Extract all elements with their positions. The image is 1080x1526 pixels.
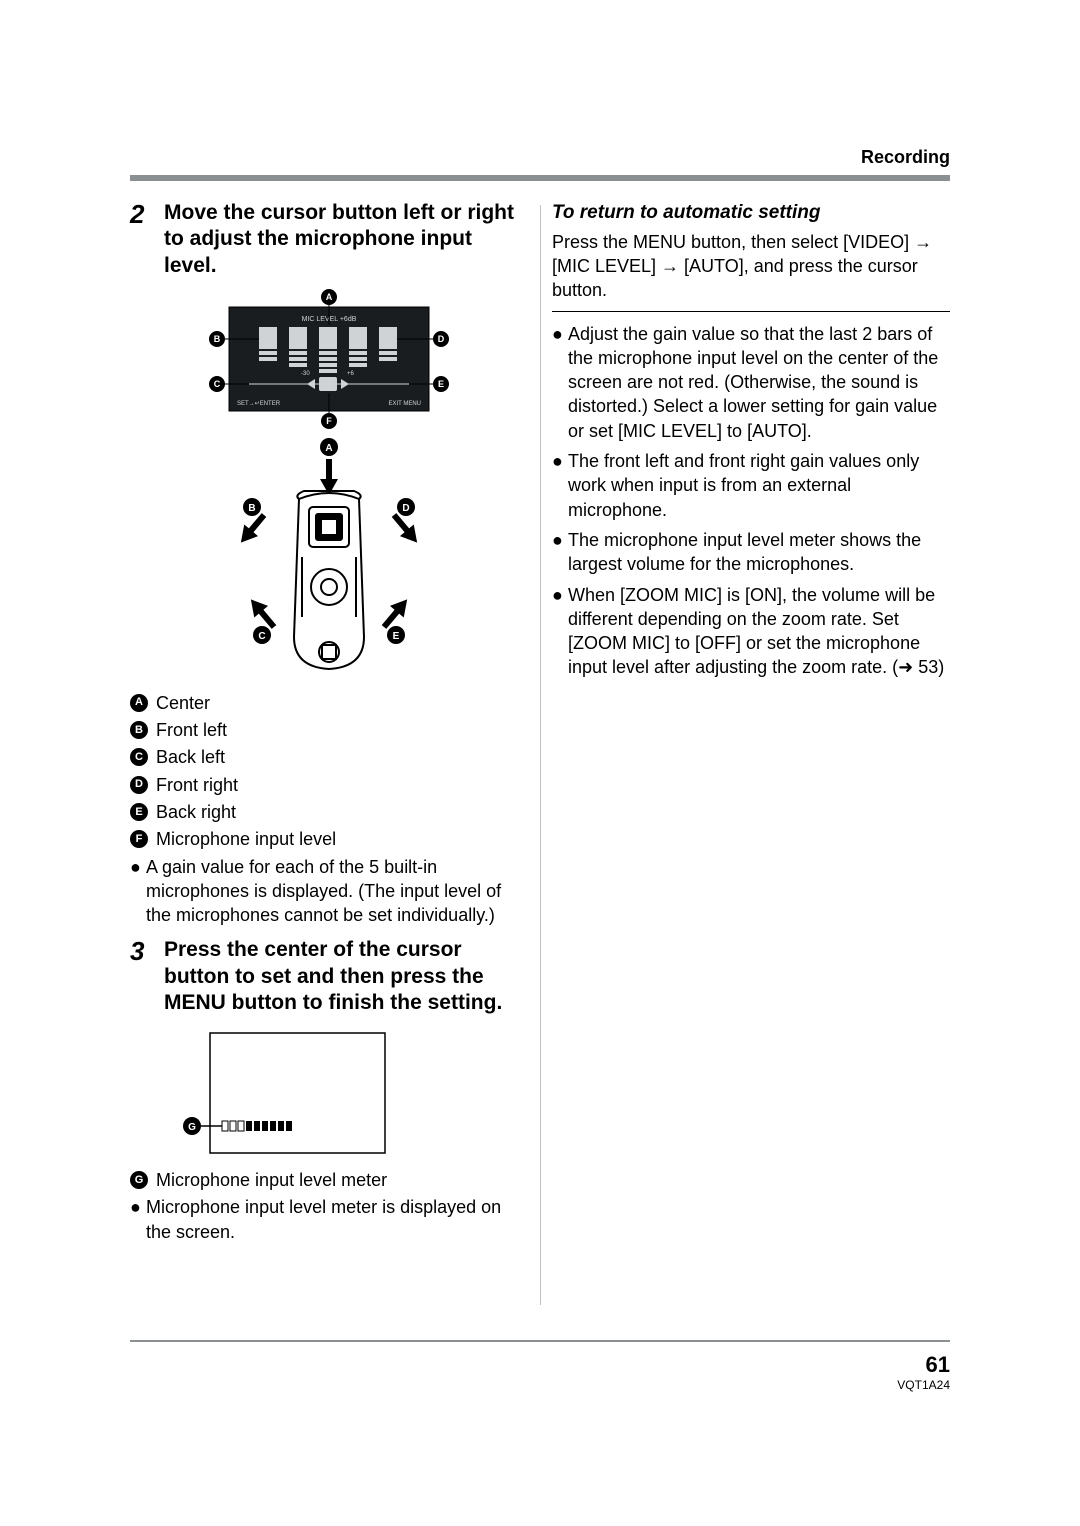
thin-rule bbox=[552, 311, 950, 312]
legend-d-label: Front right bbox=[156, 773, 238, 797]
section-header: Recording bbox=[861, 145, 950, 169]
legend-b-icon: B bbox=[130, 721, 148, 739]
legend-f-label: Microphone input level bbox=[156, 827, 336, 851]
legend-a-label: Center bbox=[156, 691, 210, 715]
tip-1: ●Adjust the gain value so that the last … bbox=[552, 322, 950, 443]
step-3-text: Press the center of the cursor button to… bbox=[164, 937, 528, 1016]
legend-g-label: Microphone input level meter bbox=[156, 1168, 387, 1192]
step-3-number: 3 bbox=[130, 937, 152, 966]
note-meter: ●Microphone input level meter is display… bbox=[130, 1195, 528, 1244]
legend-e-label: Back right bbox=[156, 800, 236, 824]
meter-figure: G bbox=[180, 1028, 390, 1158]
step-3: 3 Press the center of the cursor button … bbox=[130, 937, 528, 1016]
screen-exit-label: EXIT MENU bbox=[388, 401, 421, 407]
note-gain-text: A gain value for each of the 5 built-in … bbox=[146, 855, 528, 928]
footer-rule bbox=[130, 1340, 950, 1342]
legend-d: D Front right bbox=[130, 773, 528, 797]
note-gain: ●A gain value for each of the 5 built-in… bbox=[130, 855, 528, 928]
tip-2: ●The front left and front right gain val… bbox=[552, 449, 950, 522]
svg-text:E: E bbox=[393, 631, 400, 642]
tip-1-text: Adjust the gain value so that the last 2… bbox=[568, 322, 950, 443]
legend-f-icon: F bbox=[130, 830, 148, 848]
step-2: 2 Move the cursor button left or right t… bbox=[130, 200, 528, 279]
svg-text:A: A bbox=[325, 443, 332, 454]
legend-c: C Back left bbox=[130, 745, 528, 769]
legend-b: B Front left bbox=[130, 718, 528, 742]
tip-4: ●When [ZOOM MIC] is [ON], the volume wil… bbox=[552, 583, 950, 680]
legend-g: G Microphone input level meter bbox=[130, 1168, 528, 1192]
tip-4-text: When [ZOOM MIC] is [ON], the volume will… bbox=[568, 583, 950, 680]
svg-text:G: G bbox=[188, 1122, 196, 1133]
legend-g-icon: G bbox=[130, 1171, 148, 1189]
svg-text:E: E bbox=[438, 379, 444, 389]
svg-text:D: D bbox=[438, 334, 445, 344]
legend-e-icon: E bbox=[130, 803, 148, 821]
legend-e: E Back right bbox=[130, 800, 528, 824]
right-column: To return to automatic setting Press the… bbox=[552, 200, 950, 686]
screen-set-label: SET→↵ENTER bbox=[237, 401, 281, 407]
camera-figure: A B D C E bbox=[214, 437, 444, 677]
legend-f: F Microphone input level bbox=[130, 827, 528, 851]
mic-level-screen-figure: MIC LEVEL +6dB -30 +6 SET→↵ENTER EXIT ME… bbox=[189, 289, 469, 429]
step-2-number: 2 bbox=[130, 200, 152, 229]
svg-text:B: B bbox=[248, 503, 255, 514]
top-rule bbox=[130, 175, 950, 181]
svg-text:+6: +6 bbox=[347, 371, 355, 377]
tip-3: ●The microphone input level meter shows … bbox=[552, 528, 950, 577]
left-column: 2 Move the cursor button left or right t… bbox=[130, 200, 528, 1250]
svg-text:-30: -30 bbox=[301, 371, 310, 377]
legend-c-label: Back left bbox=[156, 745, 225, 769]
doc-code: VQT1A24 bbox=[897, 1377, 950, 1393]
step-2-text: Move the cursor button left or right to … bbox=[164, 200, 528, 279]
page-number: 61 bbox=[926, 1350, 950, 1380]
svg-text:F: F bbox=[326, 416, 332, 426]
svg-text:D: D bbox=[402, 503, 409, 514]
svg-text:A: A bbox=[326, 292, 333, 302]
svg-text:C: C bbox=[214, 379, 221, 389]
legend-a-icon: A bbox=[130, 694, 148, 712]
tip-3-text: The microphone input level meter shows t… bbox=[568, 528, 950, 577]
legend-c-icon: C bbox=[130, 748, 148, 766]
column-divider bbox=[540, 205, 541, 1305]
legend-list: A Center B Front left C Back left D Front ri… bbox=[130, 691, 528, 852]
legend-b-label: Front left bbox=[156, 718, 227, 742]
svg-text:B: B bbox=[214, 334, 221, 344]
tip-2-text: The front left and front right gain valu… bbox=[568, 449, 950, 522]
svg-text:C: C bbox=[258, 631, 265, 642]
note-meter-text: Microphone input level meter is displaye… bbox=[146, 1195, 528, 1244]
auto-setting-heading: To return to automatic setting bbox=[552, 200, 950, 226]
legend-d-icon: D bbox=[130, 776, 148, 794]
auto-setting-intro: Press the MENU button, then select [VIDE… bbox=[552, 230, 950, 303]
legend-a: A Center bbox=[130, 691, 528, 715]
